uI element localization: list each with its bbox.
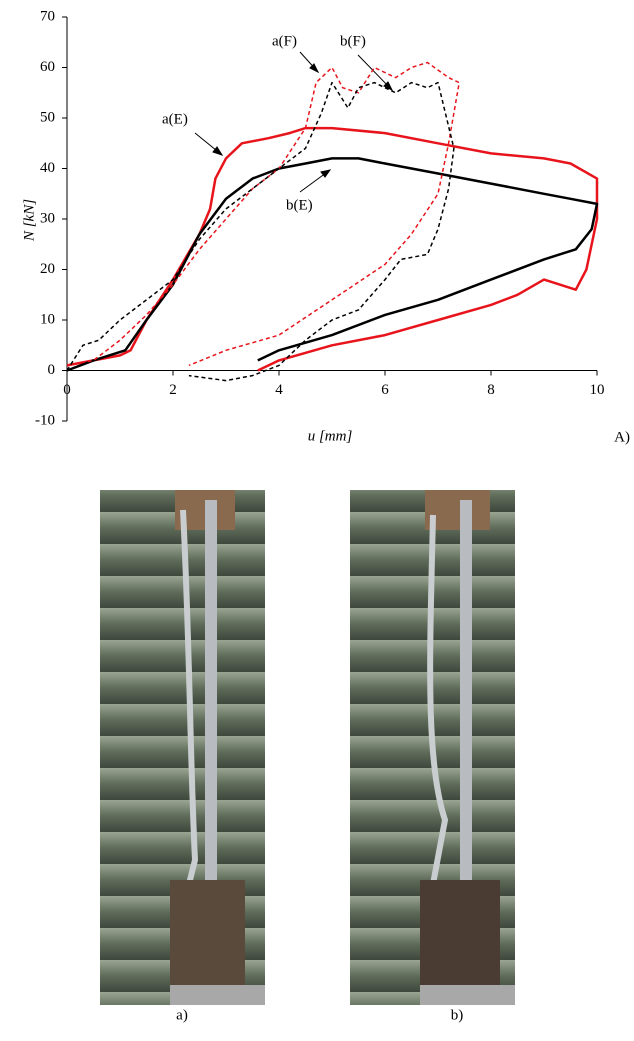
annotation: a(E) xyxy=(162,111,188,127)
annotation: b(E) xyxy=(286,197,313,213)
y-tick-label: 60 xyxy=(40,59,55,75)
y-tick-label: 40 xyxy=(40,160,55,176)
y-tick-label: 0 xyxy=(48,362,56,378)
photos xyxy=(100,490,515,1005)
x-tick-label: 10 xyxy=(590,382,605,398)
x-tick-label: 2 xyxy=(169,382,177,398)
x-tick-label: 0 xyxy=(63,382,71,398)
series-line xyxy=(66,126,599,372)
annotation: b(F) xyxy=(340,33,366,49)
y-tick-label: 20 xyxy=(40,261,55,277)
x-tick-label: 4 xyxy=(275,382,283,398)
photo-caption: a) xyxy=(176,1007,188,1023)
x-tick-label: 6 xyxy=(381,382,389,398)
annotation: a(F) xyxy=(272,33,297,49)
y-tick-label: 30 xyxy=(40,210,55,226)
x-axis-label: u [mm] xyxy=(308,428,353,444)
series-line xyxy=(66,61,460,367)
y-tick-label: 10 xyxy=(40,311,55,327)
y-tick-label: 50 xyxy=(40,109,55,125)
x-tick-label: 8 xyxy=(487,382,495,398)
y-tick-label: 70 xyxy=(40,8,55,24)
y-tick-label: -10 xyxy=(35,412,55,428)
annotation-arrows xyxy=(194,51,394,193)
y-axis-label: N [kN] xyxy=(21,199,37,242)
series-line xyxy=(66,157,599,372)
photo-caption: b) xyxy=(451,1007,464,1023)
panel-label: A) xyxy=(614,429,630,445)
